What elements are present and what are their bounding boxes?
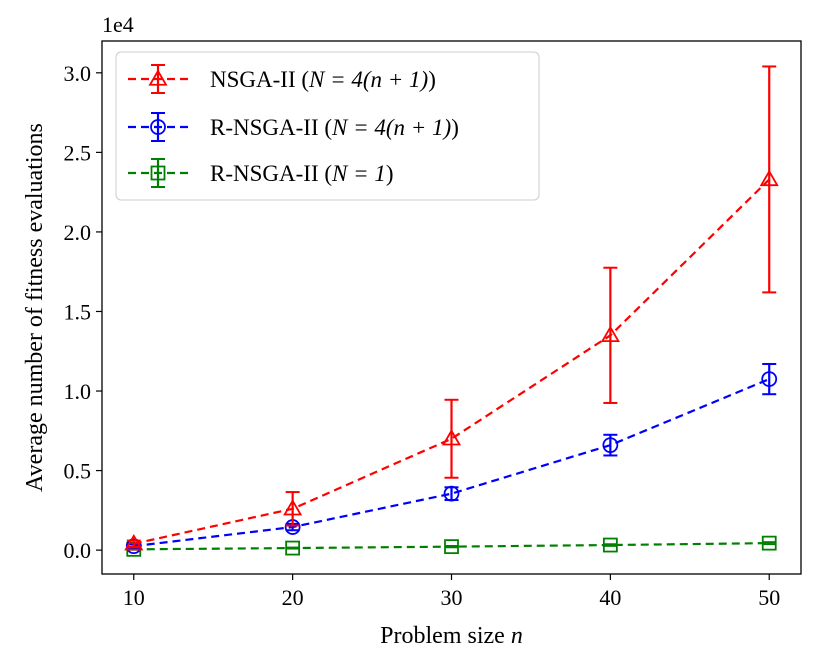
legend-marker bbox=[148, 69, 168, 86]
legend-label-prefix: R-NSGA-II ( bbox=[210, 115, 332, 140]
y-tick-label: 2.0 bbox=[64, 220, 92, 245]
x-axis-label: Problem size n bbox=[380, 623, 523, 649]
x-tick-label: 10 bbox=[123, 585, 145, 610]
x-axis-label-text: Problem size bbox=[380, 623, 511, 649]
y-axis: 0.0 0.5 1.0 1.5 2.0 2.5 3.0 bbox=[64, 61, 102, 563]
series-line bbox=[133, 378, 770, 548]
data-point bbox=[283, 498, 303, 516]
legend-label-prefix: R-NSGA-II ( bbox=[210, 161, 332, 186]
legend-label-suffix: ) bbox=[428, 67, 436, 92]
legend-label: R-NSGA-II (N = 1) bbox=[210, 161, 394, 186]
data-point bbox=[441, 428, 462, 446]
series-line bbox=[133, 178, 770, 545]
series-1 bbox=[124, 65, 779, 551]
legend-label: R-NSGA-II (N = 4(n + 1)) bbox=[210, 115, 459, 140]
data-point bbox=[761, 535, 777, 551]
y-tick-label: 0.0 bbox=[64, 538, 92, 563]
y-axis-label: Average number of fitness evaluations bbox=[22, 123, 48, 492]
legend-label-math: N = 4(n + 1) bbox=[331, 115, 451, 140]
legend-label: NSGA-II (N = 4(n + 1)) bbox=[210, 67, 436, 92]
legend-label-prefix: NSGA-II ( bbox=[210, 67, 309, 92]
legend-entry-1: NSGA-II (N = 4(n + 1)) bbox=[128, 64, 436, 94]
legend-label-suffix: ) bbox=[386, 161, 394, 186]
x-axis-label-variable: n bbox=[511, 623, 523, 649]
y-tick-label: 2.5 bbox=[64, 140, 92, 165]
series-line bbox=[133, 542, 770, 551]
legend-label-suffix: ) bbox=[451, 115, 459, 140]
plot-area bbox=[124, 65, 779, 557]
legend-marker bbox=[150, 165, 166, 181]
data-point bbox=[602, 537, 618, 553]
y-tick-label: 0.5 bbox=[64, 459, 92, 484]
legend-marker bbox=[150, 119, 166, 135]
data-point bbox=[759, 169, 779, 187]
data-point bbox=[443, 485, 460, 502]
data-point bbox=[602, 437, 619, 454]
data-point bbox=[444, 539, 459, 555]
data-point bbox=[124, 533, 144, 551]
legend: NSGA-II (N = 4(n + 1))R-NSGA-II (N = 4(n… bbox=[115, 51, 540, 201]
data-point bbox=[285, 540, 301, 556]
x-tick-label: 30 bbox=[441, 585, 463, 610]
x-tick-label: 20 bbox=[282, 585, 304, 610]
y-axis-offset-label: 1e4 bbox=[102, 12, 134, 37]
data-point bbox=[761, 371, 778, 387]
y-tick-label: 3.0 bbox=[64, 61, 92, 86]
y-tick-label: 1.5 bbox=[64, 299, 92, 324]
legend-box bbox=[115, 51, 540, 201]
x-tick-label: 50 bbox=[758, 585, 780, 610]
data-point bbox=[600, 325, 620, 343]
legend-entry-3: R-NSGA-II (N = 1) bbox=[128, 158, 394, 188]
legend-entry-2: R-NSGA-II (N = 4(n + 1)) bbox=[128, 112, 459, 142]
series-3 bbox=[126, 535, 777, 557]
legend-label-math: N = 4(n + 1) bbox=[308, 67, 428, 92]
x-tick-label: 40 bbox=[599, 585, 621, 610]
y-tick-label: 1.0 bbox=[64, 379, 92, 404]
legend-label-math: N = 1 bbox=[331, 161, 386, 186]
x-axis: 10 20 30 40 50 bbox=[123, 574, 780, 610]
